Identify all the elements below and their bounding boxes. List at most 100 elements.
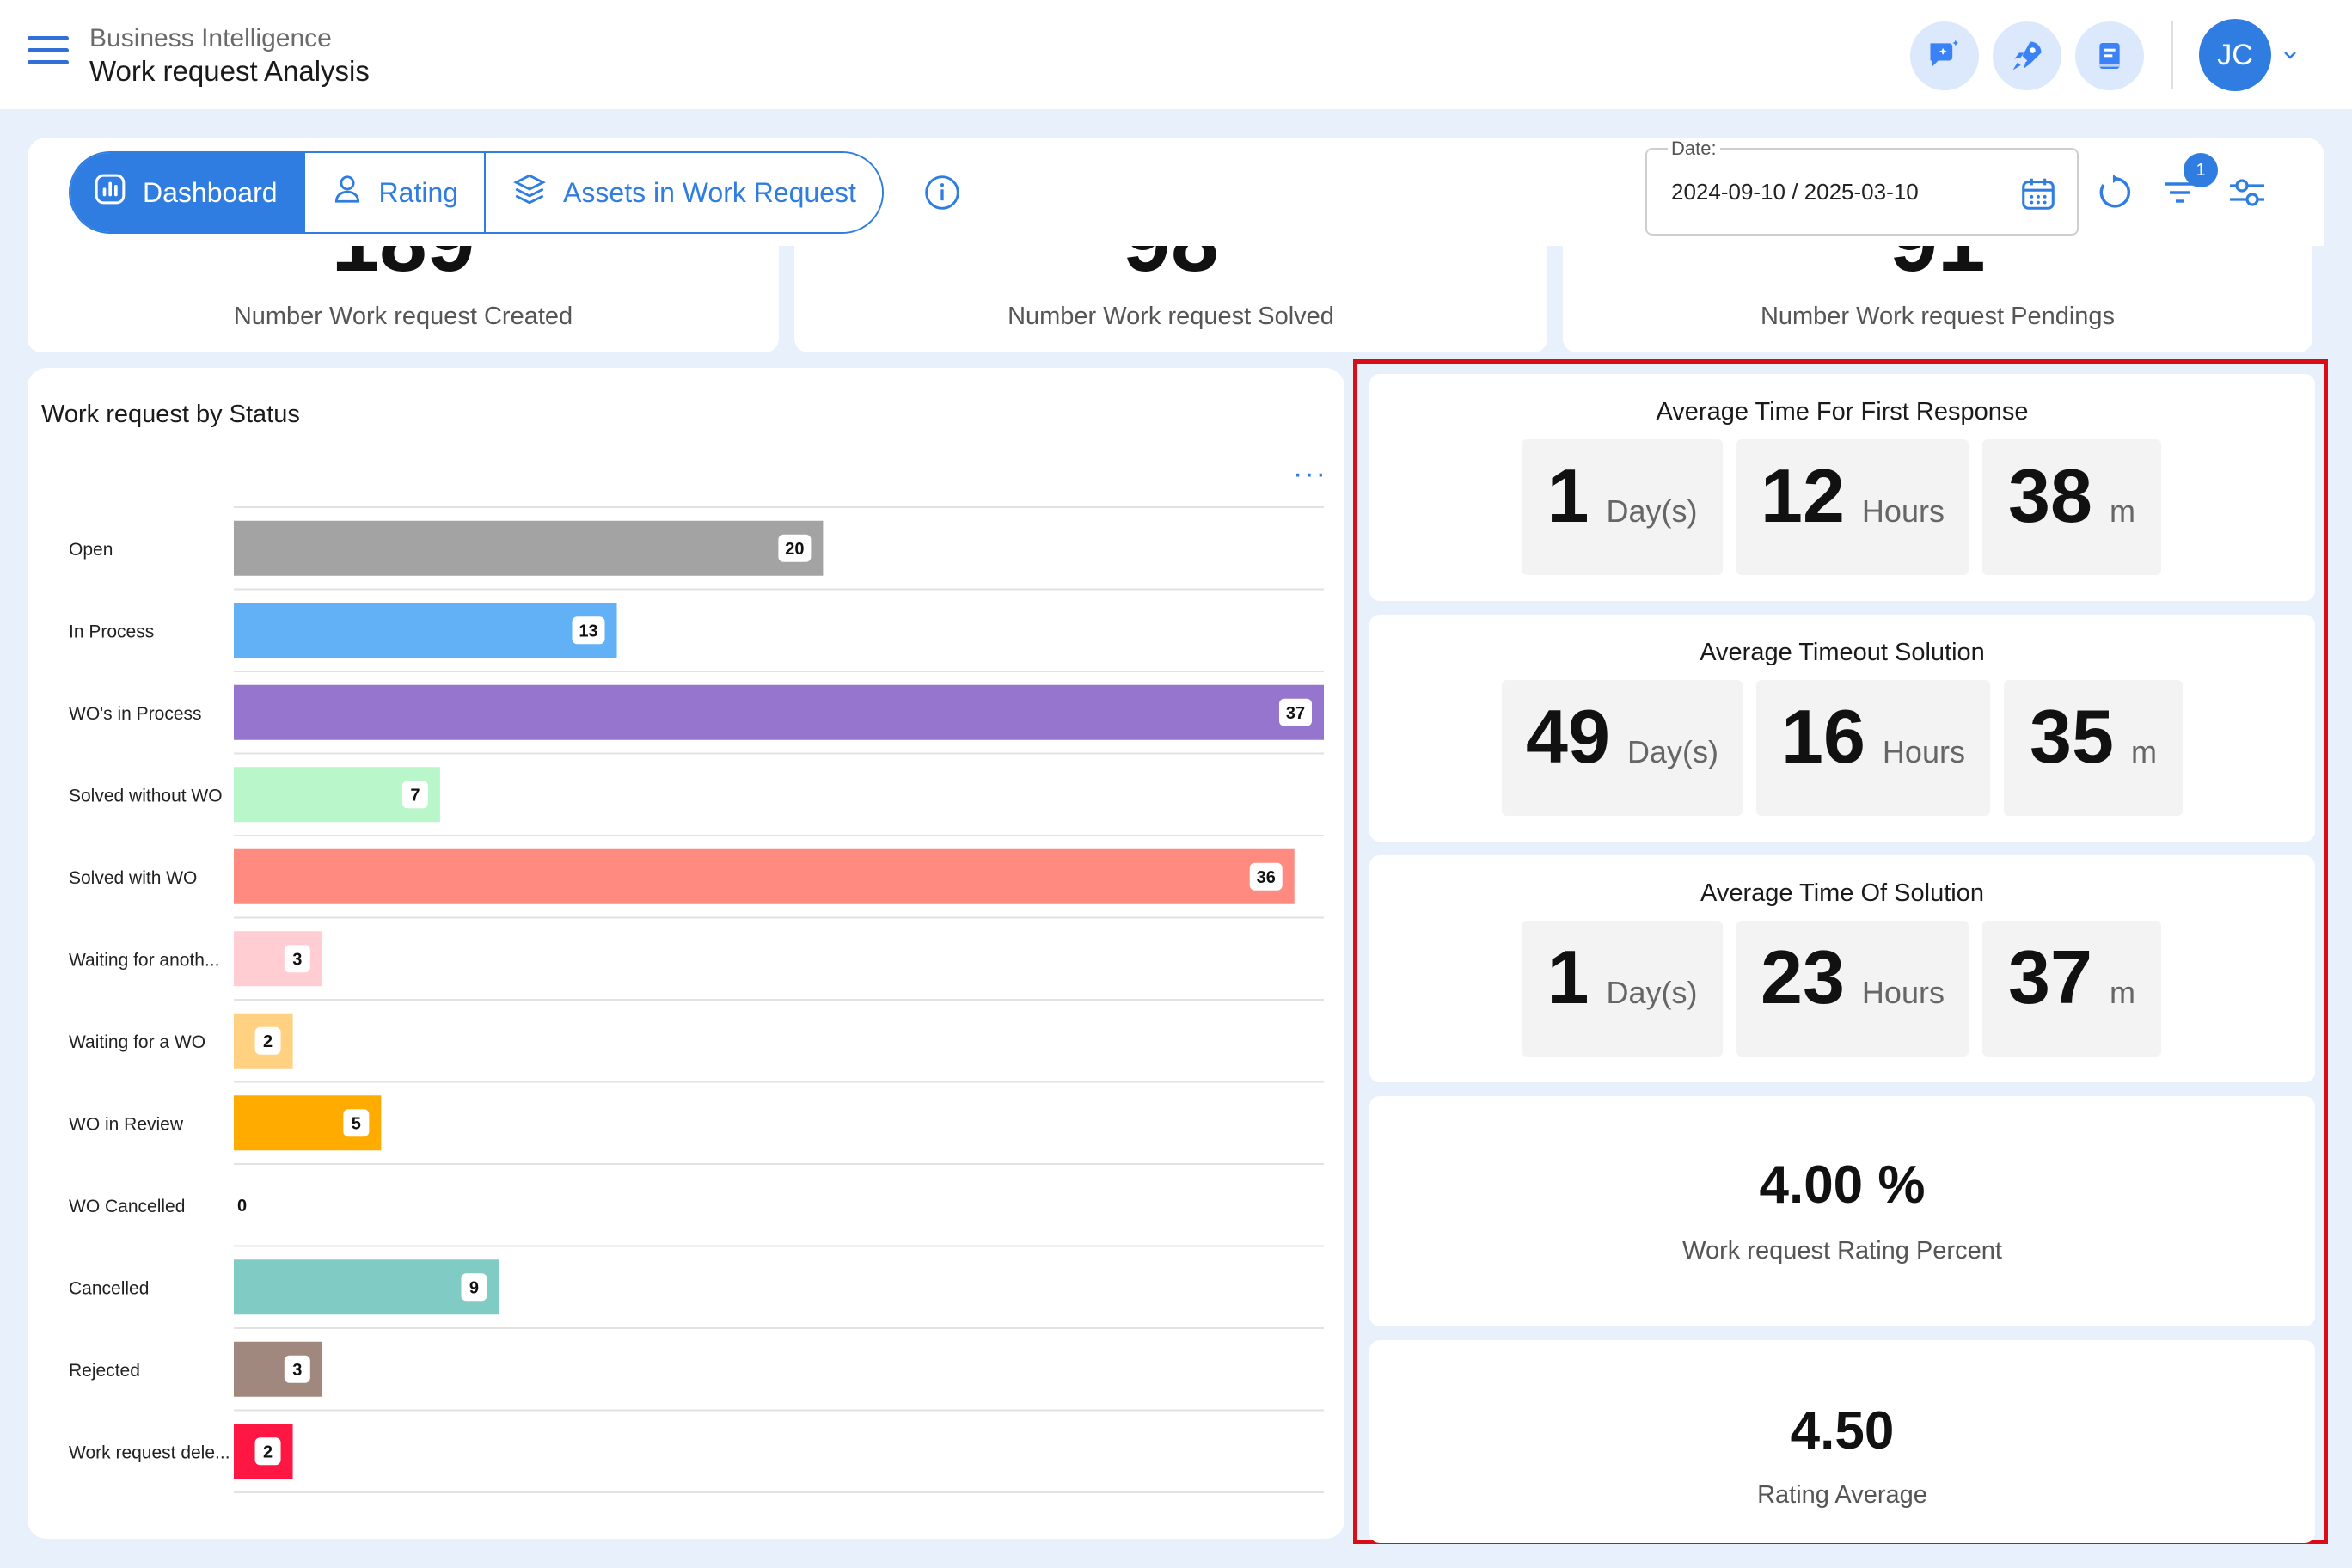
bar xyxy=(234,848,1295,904)
tab-dashboard[interactable]: Dashboard xyxy=(70,153,305,232)
data-label-bg xyxy=(1249,862,1283,891)
sliders-icon[interactable] xyxy=(2225,172,2269,217)
category-label: WO Cancelled xyxy=(69,1197,185,1216)
hours-unit: Hours xyxy=(1882,734,1965,769)
timeout-solution-card: Average Timeout Solution 49 Day(s) 16 Ho… xyxy=(1369,615,2315,842)
data-label-bg xyxy=(284,1355,310,1383)
bar xyxy=(234,520,824,576)
chart-title: Work request by Status xyxy=(41,401,300,428)
minutes-value: 37 xyxy=(2008,934,2092,1020)
date-label: Date: xyxy=(1668,138,1720,160)
hours-unit: Hours xyxy=(1861,975,1945,1010)
category-label: Rejected xyxy=(69,1361,140,1381)
data-label-bg xyxy=(461,1273,487,1302)
data-label: 7 xyxy=(410,786,420,805)
data-label: 2 xyxy=(263,1032,273,1051)
days-unit: Day(s) xyxy=(1606,975,1698,1010)
rating-average-card: 4.50 Rating Average xyxy=(1369,1340,2315,1543)
calendar-icon[interactable] xyxy=(2018,174,2058,217)
app-section: Business Intelligence xyxy=(89,24,332,52)
data-label: 13 xyxy=(579,622,597,640)
timeout-solution-days: 49 Day(s) xyxy=(1502,680,1743,816)
category-label: WO in Review xyxy=(69,1114,184,1134)
days-unit: Day(s) xyxy=(1626,734,1718,769)
data-label-bg xyxy=(572,616,605,645)
category-label: Waiting for anoth... xyxy=(69,950,219,970)
chevron-down-icon[interactable] xyxy=(2280,45,2300,70)
first-response-minutes: 38 m xyxy=(1982,439,2161,575)
data-label: 5 xyxy=(352,1114,361,1133)
page-title: Work request Analysis xyxy=(89,55,370,87)
rating-percent-card: 4.00 % Work request Rating Percent xyxy=(1369,1096,2315,1326)
kpi-solved-value: 98 xyxy=(794,246,1547,291)
data-label-bg xyxy=(254,1437,281,1466)
tab-rating[interactable]: Rating xyxy=(304,153,487,232)
days-value: 49 xyxy=(1526,694,1610,779)
timeout-solution-hours: 16 Hours xyxy=(1756,680,1990,816)
category-label: Waiting for a WO xyxy=(69,1032,205,1052)
data-label-bg xyxy=(343,1109,370,1137)
kpi-solved-card: 98 Number Work request Solved xyxy=(794,246,1547,352)
category-label: Cancelled xyxy=(69,1278,149,1298)
tab-assets[interactable]: Assets in Work Request xyxy=(486,153,882,232)
book-icon[interactable] xyxy=(2075,21,2144,90)
hours-unit: Hours xyxy=(1861,493,1945,529)
data-label-bg xyxy=(1279,698,1312,726)
hours-value: 16 xyxy=(1781,694,1865,779)
layers-icon xyxy=(511,171,548,214)
header-divider xyxy=(2171,21,2173,89)
bar xyxy=(234,603,617,658)
data-label: 0 xyxy=(237,1197,247,1216)
metrics-panel: Average Time For First Response 1 Day(s)… xyxy=(1353,359,2328,1544)
data-label-bg xyxy=(284,945,310,973)
category-label: In Process xyxy=(69,622,154,641)
date-range-field[interactable]: Date: 2024-09-10 / 2025-03-10 xyxy=(1645,138,2079,236)
kpi-created-card: 189 Number Work request Created xyxy=(28,246,779,352)
category-label: WO's in Process xyxy=(69,704,202,724)
chat-sparkle-icon[interactable] xyxy=(1910,21,1979,90)
tab-dashboard-label: Dashboard xyxy=(143,176,278,208)
days-value: 1 xyxy=(1547,934,1589,1020)
data-label-bg xyxy=(401,781,428,809)
refresh-icon[interactable] xyxy=(2092,172,2134,217)
kpi-created-label: Number Work request Created xyxy=(233,303,573,330)
data-label: 20 xyxy=(785,540,804,559)
bar xyxy=(234,684,1324,740)
days-value: 1 xyxy=(1547,453,1589,538)
data-label: 2 xyxy=(263,1442,273,1461)
toolbar: Dashboard Rating Assets in Work Request … xyxy=(28,138,2324,246)
first-response-card: Average Time For First Response 1 Day(s)… xyxy=(1369,374,2315,601)
date-range-value: 2024-09-10 / 2025-03-10 xyxy=(1671,179,1919,205)
filter-count-badge: 1 xyxy=(2184,153,2218,187)
category-label: Open xyxy=(69,540,113,560)
days-unit: Day(s) xyxy=(1606,493,1698,529)
rating-average-value: 4.50 xyxy=(1790,1401,1895,1461)
data-label: 3 xyxy=(292,950,302,969)
category-label: Solved without WO xyxy=(69,786,223,805)
user-icon xyxy=(331,172,364,213)
kpi-pending-value: 91 xyxy=(1563,246,2312,291)
minutes-unit: m xyxy=(2130,734,2157,769)
view-tabs: Dashboard Rating Assets in Work Request xyxy=(69,151,884,234)
avatar[interactable]: JC xyxy=(2199,19,2271,91)
rating-percent-value: 4.00 % xyxy=(1759,1155,1926,1215)
time-of-solution-hours: 23 Hours xyxy=(1736,921,1969,1057)
data-label-bg xyxy=(254,1026,281,1055)
minutes-unit: m xyxy=(2109,493,2135,529)
hours-value: 12 xyxy=(1761,453,1845,538)
rating-percent-label: Work request Rating Percent xyxy=(1682,1237,2002,1265)
tab-assets-label: Assets in Work Request xyxy=(563,176,856,208)
rocket-icon[interactable] xyxy=(1993,21,2061,90)
rating-average-label: Rating Average xyxy=(1757,1481,1927,1509)
time-of-solution-minutes: 37 m xyxy=(1982,921,2161,1057)
category-label: Solved with WO xyxy=(69,868,197,888)
minutes-unit: m xyxy=(2109,975,2135,1010)
chart-more-menu[interactable]: ··· xyxy=(1293,457,1327,490)
timeout-solution-title: Average Timeout Solution xyxy=(1700,639,1985,666)
data-label: 3 xyxy=(292,1361,302,1380)
time-of-solution-card: Average Time Of Solution 1 Day(s) 23 Hou… xyxy=(1369,855,2315,1082)
info-icon[interactable] xyxy=(923,174,961,216)
menu-icon[interactable] xyxy=(28,36,69,70)
first-response-days: 1 Day(s) xyxy=(1522,439,1723,575)
